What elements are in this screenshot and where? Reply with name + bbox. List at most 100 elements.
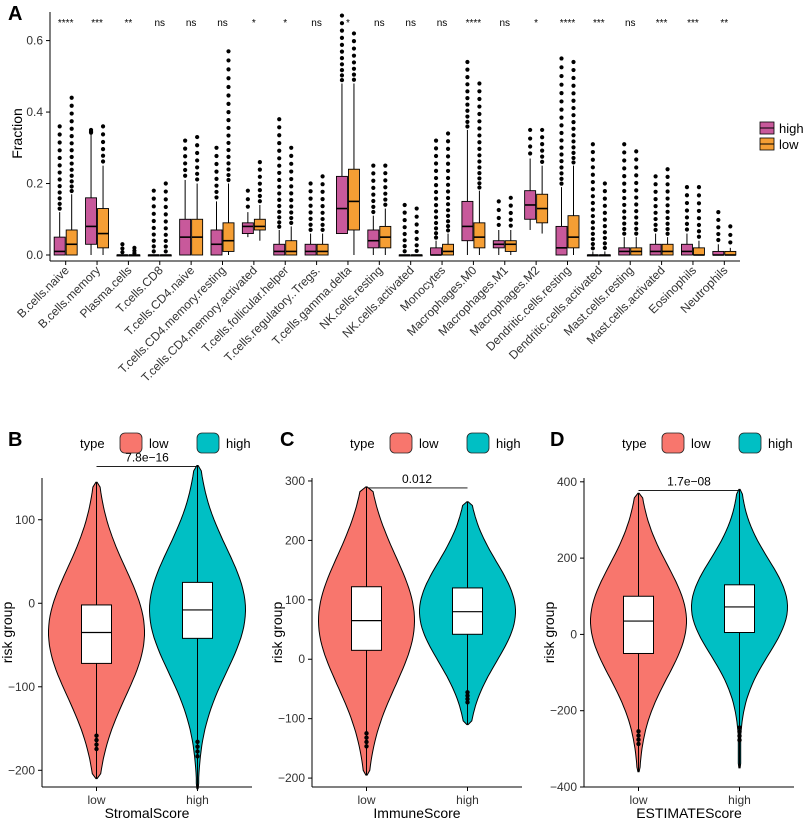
a-box-high-nk-cells-resting <box>367 163 380 255</box>
a-outlier-point <box>308 210 313 215</box>
a-box-high-b-cells-naive <box>53 124 66 256</box>
a-outlier-point <box>151 188 156 193</box>
a-outlier-point <box>571 139 576 144</box>
a-outlier-point <box>289 215 294 221</box>
a-significance-label: *** <box>687 18 699 29</box>
a-outlier-point <box>402 210 407 215</box>
panelB-outlier-point <box>94 742 99 747</box>
a-outlier-point <box>57 163 62 168</box>
a-significance-label: ns <box>154 18 165 29</box>
panel-b-violin: −200 −100 0 100 risk group StromalScore type lo… <box>0 432 252 821</box>
a-outlier-point <box>465 67 470 72</box>
a-box-low-t-cells-cd4-memory-resting <box>222 49 235 255</box>
a-outlier-point <box>477 165 482 170</box>
a-outlier-point <box>716 231 721 237</box>
panelC-pvalue-label: 0.012 <box>402 472 432 486</box>
a-outlier-point <box>684 185 690 190</box>
a-outlier-point <box>351 66 357 71</box>
a-box-low-t-cells-regulatory-tregs <box>316 174 329 256</box>
a-outlier-point <box>445 213 451 218</box>
a-outlier-point <box>277 125 282 130</box>
a-outlier-point <box>665 231 670 236</box>
a-significance-label: ns <box>311 18 322 29</box>
panelC-violin-low <box>317 486 416 776</box>
a-outlier-point <box>433 226 439 231</box>
a-outlier-point <box>477 171 482 176</box>
panelB-outlier-point <box>195 749 200 754</box>
a-box-low-t-cells-cd4-naive <box>191 134 204 256</box>
a-significance-label: ns <box>625 18 636 29</box>
panel-d-label: D <box>550 429 564 451</box>
panelC-outlier-point <box>364 744 369 749</box>
panelB-y-tick-label: 0 <box>28 596 35 610</box>
a-outlier-point <box>383 202 388 207</box>
a-outlier-point <box>277 220 282 225</box>
a-outlier-point <box>602 245 607 251</box>
a-outlier-point <box>371 178 376 183</box>
panelC-y-tick-label: 300 <box>285 474 305 488</box>
a-outlier-point <box>433 196 439 201</box>
a-outlier-point <box>257 193 262 199</box>
panelD-y-tick-label: 200 <box>557 551 577 565</box>
panelD-outlier-point <box>636 733 641 738</box>
a-outlier-point <box>590 207 595 212</box>
a-outlier-point <box>57 148 62 153</box>
a-outlier-point <box>590 149 595 155</box>
a-outlier-point <box>163 232 168 237</box>
panel-a-boxplot: 0.00.20.40.6FractionB.cells.naive****B.c… <box>9 12 804 385</box>
a-outlier-point <box>226 167 231 172</box>
a-outlier-point <box>257 167 262 172</box>
a-outlier-point <box>590 226 595 231</box>
a-outlier-point <box>100 132 106 137</box>
panelC-x-axis-title: ImmuneScore <box>373 805 460 821</box>
a-outlier-point <box>528 144 533 149</box>
panelB-x-axis-title: StromalScore <box>105 805 190 821</box>
a-outlier-point <box>414 248 419 254</box>
a-outlier-point <box>257 159 262 165</box>
a-box-body <box>442 243 454 256</box>
a-y-tick-label: 0.2 <box>26 177 43 191</box>
a-outlier-point <box>226 67 231 72</box>
a-box-body <box>285 240 298 256</box>
panelB-legend-key-high <box>196 432 220 454</box>
a-outlier-point <box>571 133 576 138</box>
a-outlier-point <box>69 179 74 184</box>
a-outlier-point <box>622 226 627 232</box>
panelC-y-tick-label: −100 <box>278 712 305 726</box>
panelC-y-tick-label: 200 <box>285 533 305 547</box>
a-significance-label: * <box>252 18 256 29</box>
a-outlier-point <box>433 138 439 143</box>
a-outlier-point <box>226 76 231 81</box>
a-outlier-point <box>590 179 595 185</box>
a-outlier-point <box>465 108 470 113</box>
a-box-high-macrophages-m2 <box>524 127 537 230</box>
a-box-body <box>681 243 693 256</box>
panelB-legend-key-low <box>119 432 143 454</box>
panelB-outlier-point <box>94 733 99 738</box>
a-outlier-point <box>277 184 282 189</box>
a-outlier-point <box>371 198 376 204</box>
a-outlier-point <box>289 210 294 215</box>
a-outlier-point <box>351 31 357 36</box>
a-outlier-point <box>445 146 451 151</box>
a-box-low-plasma-cells <box>128 245 141 257</box>
a-outlier-point <box>433 209 439 214</box>
a-outlier-point <box>383 185 388 190</box>
panelB-outlier-point <box>195 744 200 749</box>
a-outlier-point <box>57 190 62 195</box>
a-outlier-point <box>590 172 595 177</box>
a-outlier-point <box>602 235 607 241</box>
a-outlier-point <box>445 219 451 224</box>
panelD-violin-high <box>690 488 789 769</box>
a-outlier-point <box>339 21 345 26</box>
panelD-y-tick-label: 0 <box>570 627 577 641</box>
a-outlier-point <box>277 224 282 229</box>
a-outlier-point <box>622 150 627 155</box>
a-box-body <box>348 168 360 231</box>
a-outlier-point <box>371 185 376 190</box>
a-outlier-point <box>402 238 407 243</box>
a-outlier-point <box>540 159 545 164</box>
a-outlier-point <box>289 204 294 209</box>
a-significance-label: ns <box>499 18 510 29</box>
a-outlier-point <box>414 229 419 235</box>
